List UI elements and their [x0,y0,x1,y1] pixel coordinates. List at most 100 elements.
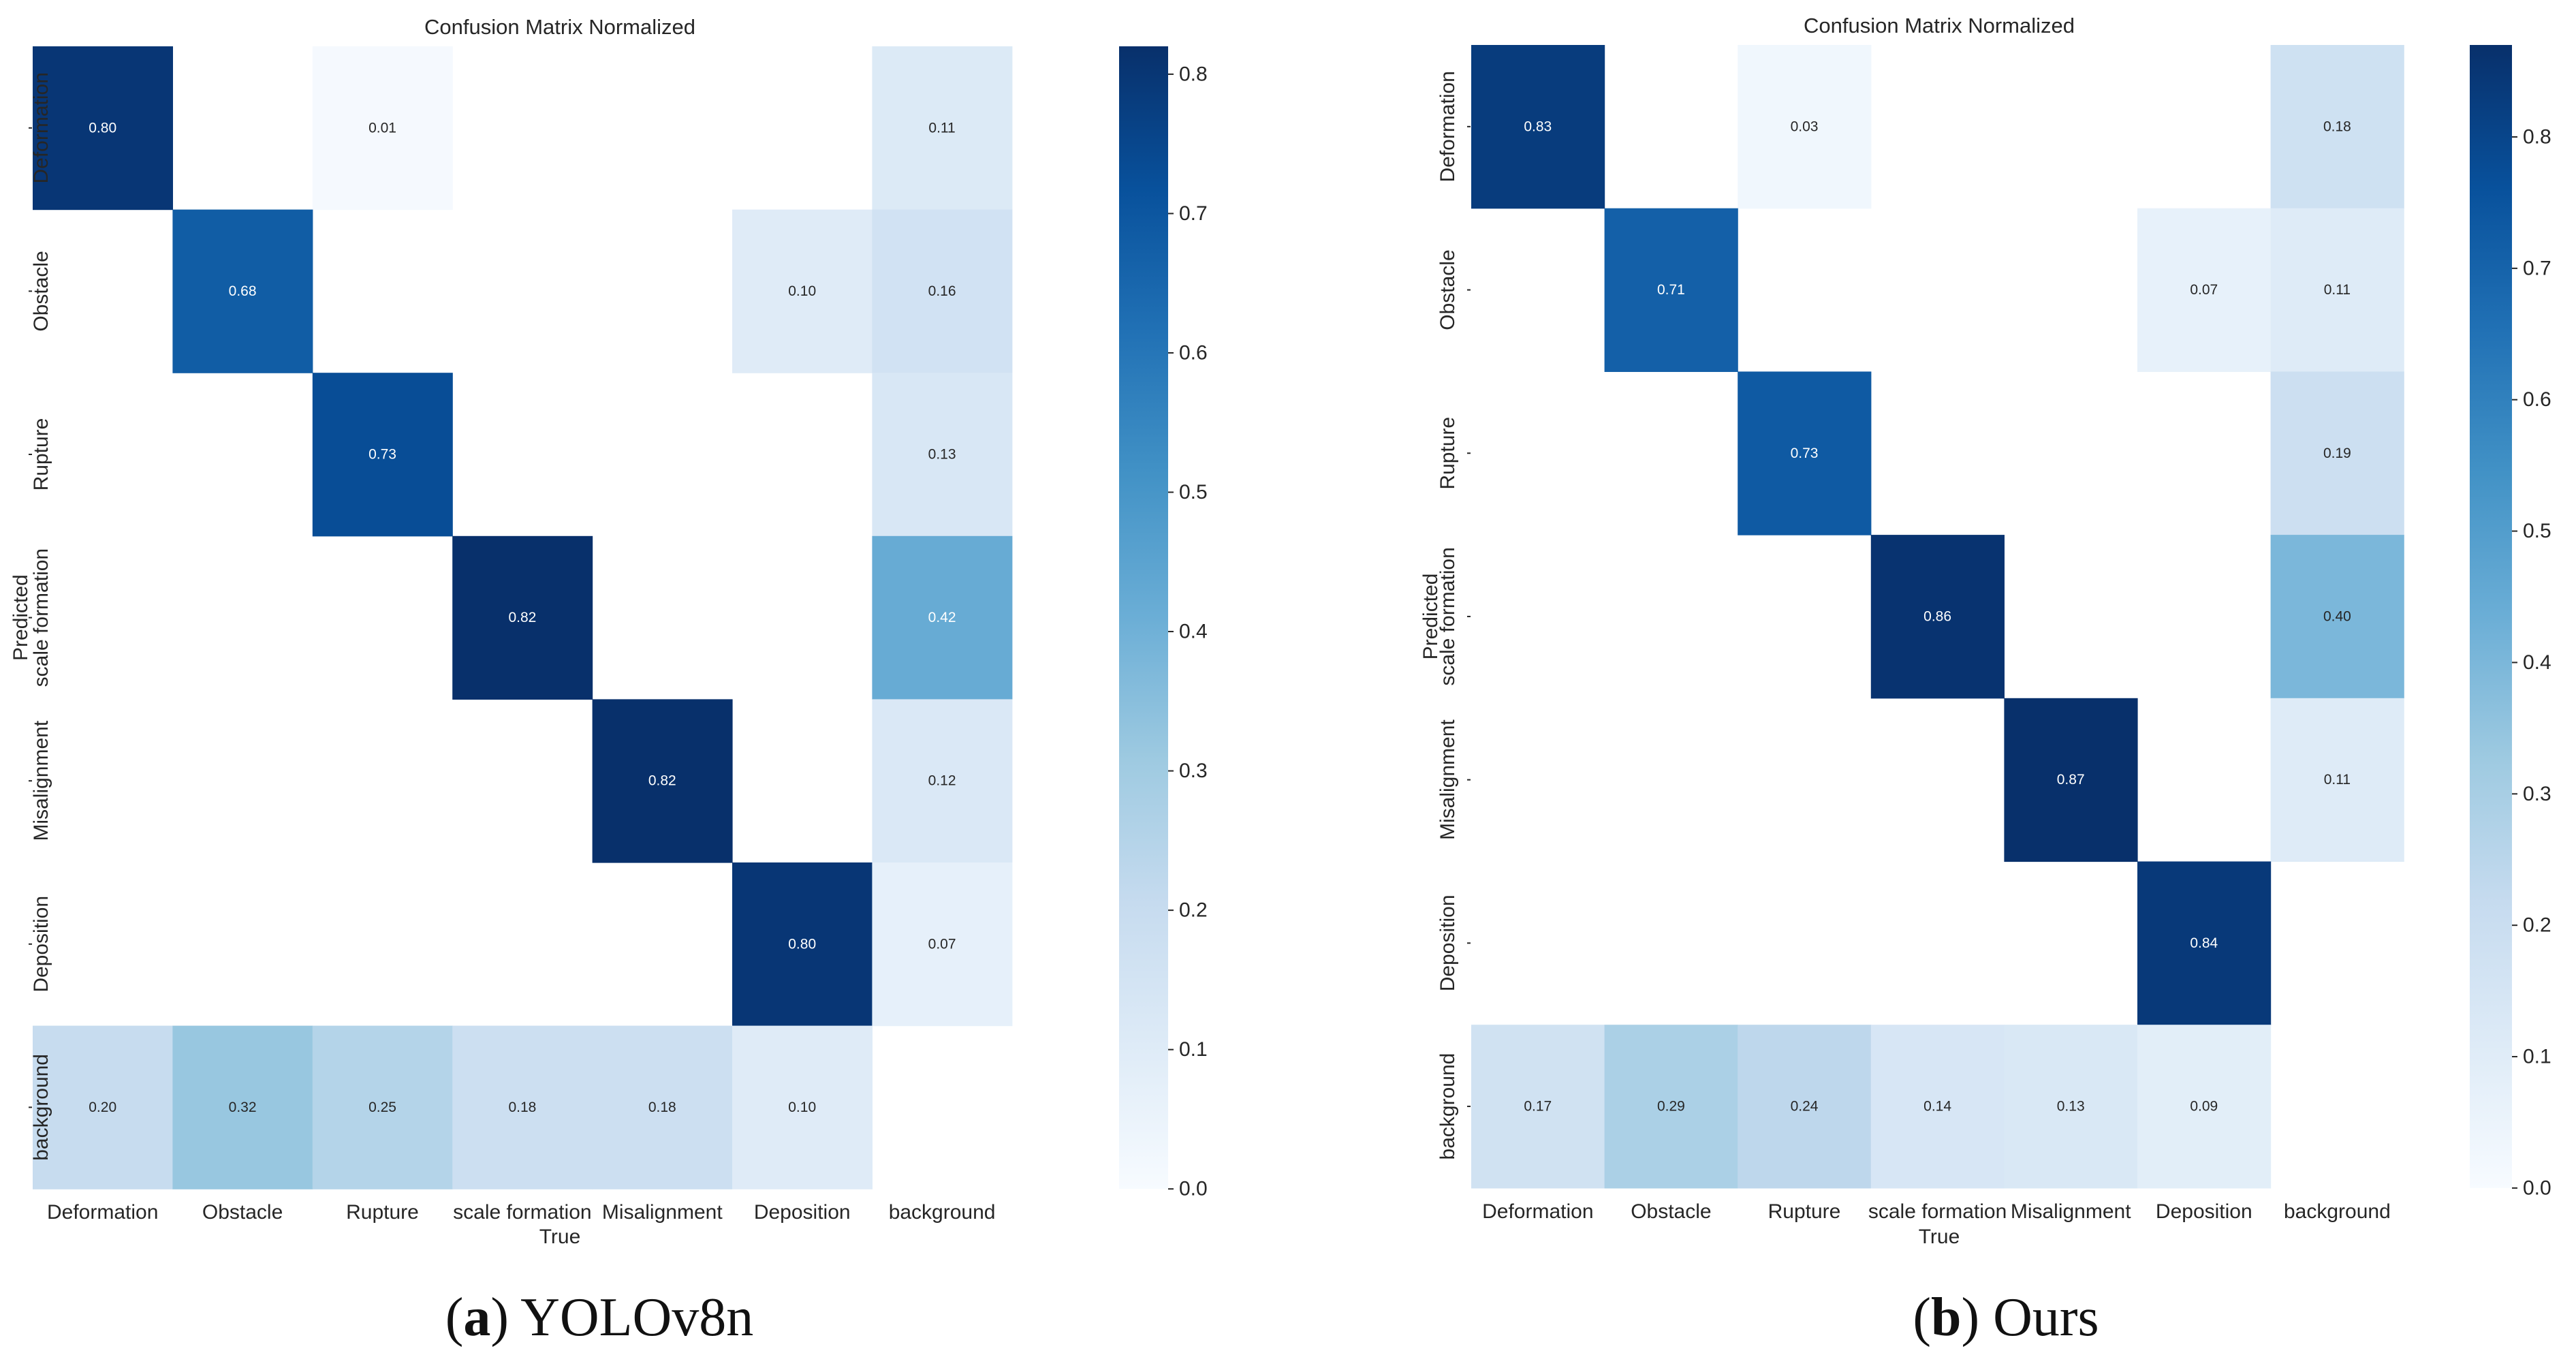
x-tick-scale-formation: scale formation [1868,1200,2007,1223]
cell-4-6 [2270,698,2404,862]
cell-value-1-5: 0.10 [788,283,816,299]
y-tick-deformation: Deformation [1436,71,1459,182]
colorbar-tick-6: 0.6 [1179,341,1208,364]
colorbar-gradient [2470,45,2512,1188]
y-tick-deformation: Deformation [30,72,52,183]
y-tick-misalignment: Misalignment [30,720,52,841]
y-tick-deposition: Deposition [30,896,52,993]
panel-caption: (b) Ours [1913,1288,2099,1348]
cell-5-5 [732,862,873,1027]
cell-value-6-2: 0.25 [368,1100,396,1115]
cell-4-6 [872,699,1013,863]
colorbar-tick-6: 0.6 [2523,388,2551,411]
y-tick-misalignment: Misalignment [1436,719,1459,840]
cell-2-6 [872,373,1013,537]
y-tick-rupture: Rupture [30,418,52,491]
cell-value-4-6: 0.11 [2324,772,2351,788]
cell-0-2 [1738,45,1872,209]
cell-value-1-1: 0.68 [229,283,257,299]
colorbar-tick-7: 0.7 [1179,202,1208,225]
cell-6-5 [2137,1025,2272,1189]
x-tick-misalignment: Misalignment [2011,1200,2131,1223]
cell-value-6-3: 0.18 [508,1100,536,1115]
cell-2-6 [2270,371,2404,535]
cell-6-4 [592,1025,733,1189]
heatmap-cells: 0.83 0.03 0.18 0.71 0.07 0.11 0.73 0.19 0.86 0.40… [1471,45,2404,1189]
x-tick-scale-formation: scale formation [453,1201,591,1224]
colorbar-tick-5: 0.5 [1179,481,1208,503]
cell-value-2-6: 0.19 [2323,446,2351,461]
x-tick-deposition: Deposition [754,1201,851,1224]
cell-value-5-5: 0.84 [2190,935,2218,951]
colorbar-gradient [1119,46,1168,1189]
cell-value-2-2: 0.73 [1791,446,1819,461]
cell-value-6-5: 0.10 [788,1100,816,1115]
caption-close-paren: ) [1961,1288,1993,1348]
cell-6-3 [452,1025,593,1189]
colorbar-tick-1: 0.1 [2523,1046,2551,1068]
confusion-matrix-yolov8n: Confusion Matrix Normalized 0.80 0.01 0.11… [10,15,1208,1348]
cell-value-0-2: 0.01 [368,120,396,136]
cell-value-1-6: 0.16 [928,283,956,299]
cell-value-6-0: 0.20 [89,1100,116,1115]
cell-value-3-6: 0.42 [928,610,956,625]
colorbar-tick-3: 0.3 [1179,760,1208,782]
x-tick-obstacle: Obstacle [202,1201,283,1224]
colorbar-tick-2: 0.2 [2523,914,2551,937]
x-tick-deformation: Deformation [1482,1200,1593,1223]
y-tick-background: background [30,1054,52,1161]
cell-value-3-6: 0.40 [2323,608,2351,624]
x-tick-rupture: Rupture [346,1201,419,1224]
cell-value-6-3: 0.14 [1923,1099,1951,1115]
cell-6-2 [1738,1025,1872,1189]
y-tick-obstacle: Obstacle [30,251,52,331]
cell-value-4-4: 0.87 [2057,772,2085,788]
cell-1-5 [2137,208,2272,372]
cell-2-2 [1738,371,1872,535]
x-tick-labels: Deformation Obstacle Rupture scale formatio… [1482,1200,2391,1223]
cell-value-0-0: 0.83 [1524,119,1552,134]
cell-3-6 [2270,535,2404,699]
caption-letter: b [1931,1288,1962,1348]
cell-value-6-2: 0.24 [1791,1099,1819,1115]
colorbar: 0.0 0.1 0.2 0.3 0.4 0.5 0.6 0.7 0.8 [1119,46,1208,1200]
x-tick-rupture: Rupture [1768,1200,1841,1223]
panel-caption: (a) YOLOv8n [445,1288,754,1348]
colorbar-tick-4: 0.4 [2523,651,2551,674]
chart-title: Confusion Matrix Normalized [1804,14,2075,37]
cell-value-4-4: 0.82 [648,773,676,789]
cell-2-2 [312,373,453,537]
cell-0-2 [312,46,453,211]
y-tick-scale-formation: scale formation [1436,547,1459,685]
y-tick-labels: Deformation Obstacle Rupture scale formatio… [1436,71,1471,1159]
cell-6-3 [1870,1025,2005,1189]
cell-value-6-5: 0.09 [2190,1099,2218,1115]
cell-6-4 [2004,1025,2138,1189]
cell-value-6-4: 0.13 [2057,1099,2085,1115]
y-axis-title: Predicted [10,574,32,661]
confusion-matrix-ours: Confusion Matrix Normalized 0.83 0.03 0.18… [1419,14,2551,1348]
x-tick-obstacle: Obstacle [1631,1200,1711,1223]
caption-close-paren: ) [490,1288,520,1348]
cell-0-0 [33,46,173,211]
cell-value-1-6: 0.11 [2324,282,2351,298]
x-tick-deformation: Deformation [47,1201,158,1224]
cell-3-6 [872,535,1013,700]
cell-3-3 [452,535,593,700]
cell-6-0 [33,1025,173,1189]
cell-6-1 [172,1025,313,1189]
cell-4-4 [592,699,733,863]
heatmap-cells: 0.80 0.01 0.11 0.68 0.10 0.16 0.73 0.13 0.82 0.42… [33,46,1013,1189]
x-axis-label: True [539,1226,581,1248]
colorbar: 0.0 0.1 0.2 0.3 0.4 0.5 0.6 0.7 0.8 [2470,45,2551,1199]
y-tick-obstacle: Obstacle [1436,249,1459,330]
y-tick-rupture: Rupture [1436,417,1459,490]
cell-4-4 [2004,698,2138,862]
cell-6-2 [312,1025,453,1189]
colorbar-tick-4: 0.4 [1179,621,1208,643]
caption-letter: a [463,1288,490,1348]
cell-value-4-6: 0.12 [928,773,956,789]
cell-value-6-4: 0.18 [648,1100,676,1115]
y-tick-labels: Deformation Obstacle Rupture scale formatio… [29,72,52,1161]
